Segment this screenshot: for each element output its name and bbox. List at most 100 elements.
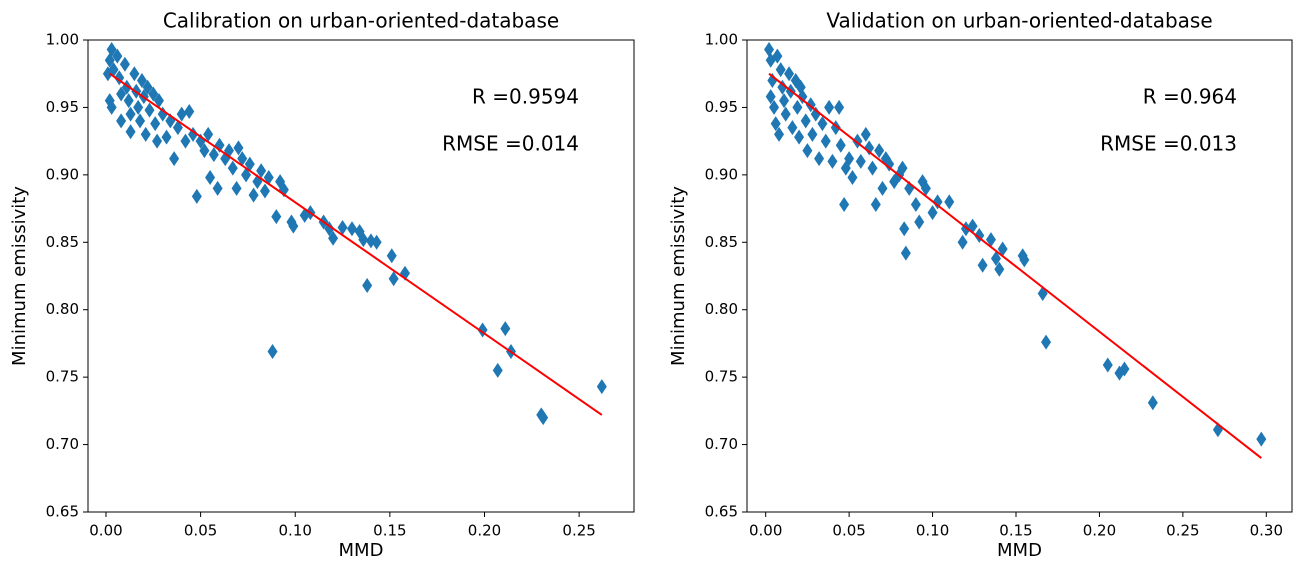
point bbox=[1256, 431, 1267, 447]
x-tick-label: 0.10 bbox=[279, 522, 312, 540]
y-axis-label: Minimum emissivity bbox=[668, 186, 689, 366]
point bbox=[104, 52, 115, 68]
point bbox=[106, 99, 117, 115]
point bbox=[990, 250, 1001, 266]
point bbox=[770, 116, 781, 132]
point bbox=[870, 197, 881, 213]
point bbox=[112, 48, 123, 64]
point bbox=[874, 143, 885, 159]
point bbox=[106, 41, 117, 57]
point bbox=[256, 163, 267, 179]
point bbox=[844, 151, 855, 167]
point bbox=[233, 140, 244, 156]
point bbox=[123, 93, 134, 109]
point bbox=[188, 126, 199, 142]
point bbox=[205, 170, 216, 186]
point bbox=[116, 113, 127, 129]
point bbox=[985, 232, 996, 248]
point bbox=[152, 133, 163, 149]
point bbox=[779, 93, 790, 109]
point bbox=[860, 126, 871, 142]
annotation: RMSE =0.013 bbox=[1100, 132, 1237, 156]
point bbox=[855, 153, 866, 169]
point bbox=[867, 160, 878, 176]
point bbox=[371, 234, 382, 250]
point bbox=[538, 410, 549, 426]
point bbox=[136, 72, 147, 88]
point bbox=[780, 106, 791, 122]
point bbox=[288, 218, 299, 234]
point bbox=[997, 241, 1008, 257]
point bbox=[774, 126, 785, 142]
point bbox=[347, 221, 358, 237]
point bbox=[248, 187, 259, 203]
point bbox=[927, 205, 938, 221]
point bbox=[820, 133, 831, 149]
y-tick-label: 0.95 bbox=[46, 98, 79, 116]
x-tick-label: 0.20 bbox=[468, 522, 501, 540]
x-tick-label: 0.10 bbox=[916, 522, 949, 540]
point bbox=[596, 379, 607, 395]
point bbox=[834, 99, 845, 115]
point bbox=[824, 99, 835, 115]
point bbox=[203, 126, 214, 142]
plot-frame bbox=[87, 39, 635, 513]
x-tick-label: 0.30 bbox=[1250, 522, 1283, 540]
point bbox=[764, 41, 775, 57]
fit-line bbox=[109, 72, 603, 416]
point bbox=[835, 137, 846, 153]
point bbox=[386, 248, 397, 264]
chart-title: Validation on urban-oriented-database bbox=[826, 9, 1212, 33]
point bbox=[957, 234, 968, 250]
y-tick-label: 0.85 bbox=[705, 233, 738, 251]
point bbox=[810, 106, 821, 122]
y-tick-label: 0.95 bbox=[705, 98, 738, 116]
point bbox=[102, 66, 113, 82]
point bbox=[492, 362, 503, 378]
y-tick-label: 1.00 bbox=[46, 31, 79, 49]
point bbox=[176, 106, 187, 122]
point bbox=[212, 180, 223, 196]
point bbox=[172, 120, 183, 136]
point bbox=[259, 183, 270, 199]
point bbox=[1147, 395, 1158, 411]
point bbox=[884, 156, 895, 172]
point bbox=[135, 113, 146, 129]
point bbox=[125, 106, 136, 122]
point bbox=[244, 156, 255, 172]
point bbox=[900, 245, 911, 261]
point bbox=[792, 99, 803, 115]
point bbox=[142, 79, 153, 95]
point bbox=[977, 257, 988, 273]
point bbox=[772, 48, 783, 64]
point bbox=[1119, 361, 1130, 377]
point bbox=[794, 129, 805, 145]
point bbox=[231, 180, 242, 196]
x-axis-label: MMD bbox=[997, 540, 1042, 561]
point bbox=[787, 120, 798, 136]
y-tick-label: 0.75 bbox=[46, 368, 79, 386]
point bbox=[1041, 334, 1052, 350]
point bbox=[148, 86, 159, 102]
point bbox=[775, 62, 786, 78]
point bbox=[910, 197, 921, 213]
point bbox=[157, 106, 168, 122]
point bbox=[500, 321, 511, 337]
point bbox=[227, 160, 238, 176]
point bbox=[362, 277, 373, 293]
point bbox=[807, 126, 818, 142]
point bbox=[877, 180, 888, 196]
point bbox=[184, 103, 195, 119]
y-tick-label: 0.65 bbox=[705, 503, 738, 521]
point bbox=[765, 89, 776, 105]
point bbox=[899, 221, 910, 237]
y-tick-label: 0.65 bbox=[46, 503, 79, 521]
point bbox=[271, 209, 282, 225]
point bbox=[150, 116, 161, 132]
y-tick-label: 0.75 bbox=[705, 368, 738, 386]
point bbox=[864, 140, 875, 156]
point bbox=[897, 160, 908, 176]
y-tick-label: 0.80 bbox=[46, 300, 79, 318]
y-tick-label: 0.90 bbox=[705, 165, 738, 183]
